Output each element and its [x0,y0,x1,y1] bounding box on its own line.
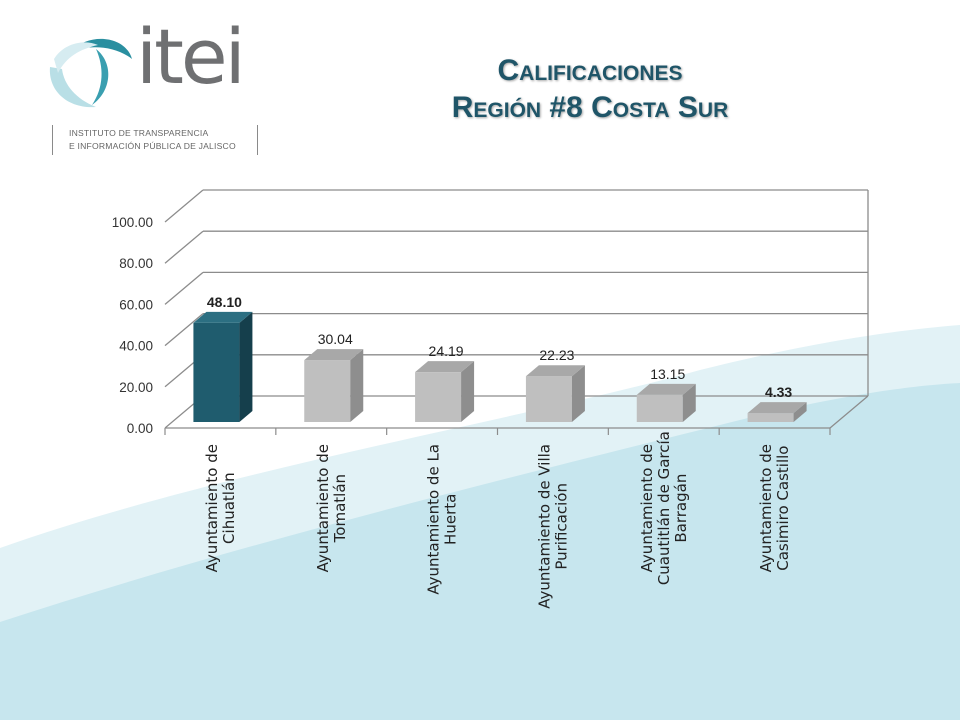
bar-side [461,361,475,422]
x-tick-label-line: Ayuntamiento de [314,444,332,572]
bar-front [747,413,794,422]
data-label: 22.23 [539,347,574,363]
bar-top [525,365,585,377]
bar-front [415,372,462,422]
bar-front [193,322,240,422]
bar-side [350,349,364,422]
side-gridline [164,230,204,264]
x-tick-label-line: Cuautitlán de García [655,431,673,585]
x-tick-label-line: Tomatlán [331,474,349,543]
data-label: 48.10 [207,294,242,310]
y-tick-label: 60.00 [119,297,153,312]
itei-swirl-icon [49,38,132,108]
bar [415,361,475,422]
logo-wordmark: itei [136,12,246,101]
bar [193,311,253,422]
x-tick-label-line: Barragán [672,474,690,543]
x-tick-label-line: Ayuntamiento de [203,444,221,572]
x-tick-label: Ayuntamiento de LaHuerta [425,444,460,595]
bar [636,383,696,422]
bar [747,402,807,422]
data-label: 30.04 [318,331,353,347]
logo-subtitle-box: INSTITUTO DE TRANSPARENCIA E INFORMACIÓN… [52,125,258,155]
data-label: 4.33 [765,384,792,400]
bar-top [636,383,696,395]
data-label: 13.15 [650,366,685,382]
bar-front [304,360,351,422]
x-tick-label-line: Ayuntamiento de [757,444,775,572]
x-tick-label-line: Ayuntamiento de Villa [535,444,553,609]
x-tick-label-line: Cihuatlán [220,472,238,544]
y-tick-label: 20.00 [119,380,153,395]
bar-side [682,383,696,422]
y-tick-label: 40.00 [119,339,153,354]
title-line-2: Región #8 Costa Sur [451,91,729,124]
y-tick-label: 80.00 [119,256,153,271]
bar-side [571,365,585,422]
bar-top [193,311,253,323]
x-tick-label-line: Ayuntamiento de [638,444,656,572]
logo-line-1: INSTITUTO DE TRANSPARENCIA [69,128,209,138]
page-title: Calificaciones Región #8 Costa Sur [330,52,850,126]
x-tick-label: Ayuntamiento deCuautitlán de GarcíaBarra… [638,431,690,585]
x-tick-label-line: Ayuntamiento de La [425,444,443,595]
x-tick-label: Ayuntamiento de VillaPurificación [535,444,570,609]
side-gridline [164,271,204,305]
x-tick-label-line: Purificación [552,483,570,570]
y-tick-label: 0.00 [127,421,153,436]
bar-top [415,361,475,373]
title-line-1: Calificaciones [497,54,683,87]
floor-edge [829,395,869,429]
bar-front [525,376,572,422]
y-tick-label: 100.00 [112,215,153,230]
x-tick-label-line: Huerta [442,494,460,545]
bar-side [793,402,807,422]
x-tick-label: Ayuntamiento deCihuatlán [203,444,238,572]
data-label: 24.19 [429,343,464,359]
itei-logo: itei INSTITUTO DE TRANSPARENCIA E INFORM… [40,19,270,165]
bar-side [239,311,253,422]
x-tick-label: Ayuntamiento deCasimiro Castillo [757,444,792,572]
x-tick-label: Ayuntamiento deTomatlán [314,444,349,572]
bar-top [304,349,364,361]
bar [304,349,364,422]
side-gridline [164,189,204,223]
bar-top [747,402,807,414]
side-gridline [164,313,204,347]
x-tick-label-line: Casimiro Castillo [774,446,792,571]
bar [525,365,585,422]
bar-front [636,394,683,422]
logo-line-2: E INFORMACIÓN PÚBLICA DE JALISCO [69,141,236,151]
